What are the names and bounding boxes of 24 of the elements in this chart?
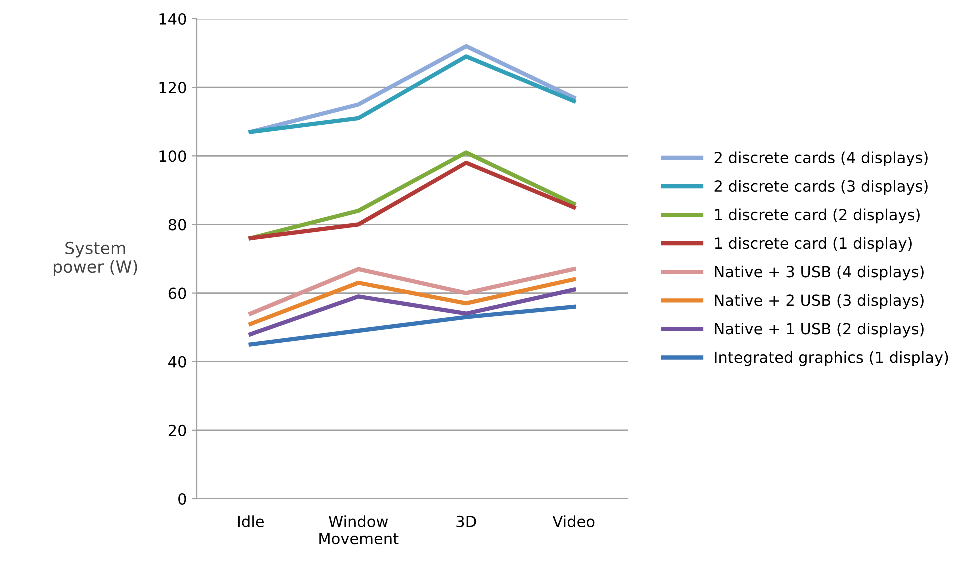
legend-label: Native + 2 USB (3 displays) <box>715 294 924 310</box>
y-tick-label: 140 <box>160 13 186 26</box>
legend-label: Integrated graphics (1 display) <box>715 351 948 366</box>
y-tick-label: 80 <box>168 219 186 231</box>
line-series <box>248 304 576 347</box>
line-series <box>248 288 576 337</box>
legend-label: Native + 3 USB (4 displays) <box>715 266 924 281</box>
y-tick-label: 20 <box>168 424 186 436</box>
y-tick-label: 40 <box>168 356 186 368</box>
x-tick-label: Video <box>552 516 595 528</box>
legend-label: 1 discrete card (1 display) <box>715 237 912 252</box>
x-tick-label: Idle <box>238 516 264 528</box>
y-axis-title: System power (W) <box>54 242 138 276</box>
line-series <box>248 277 576 326</box>
legend-label: 2 discrete cards (4 displays) <box>714 152 928 167</box>
y-tick-label: 60 <box>168 288 186 300</box>
x-tick-label: Window Movement <box>320 516 399 545</box>
legend-label: 1 discrete card (2 displays) <box>715 208 920 224</box>
y-tick-label: 0 <box>178 493 186 506</box>
y-tick-label: 120 <box>160 82 186 94</box>
legend-label: Native + 1 USB (2 displays) <box>715 322 924 338</box>
y-tick-label: 100 <box>160 150 186 162</box>
x-tick-label: 3D <box>456 516 476 528</box>
legend-label: 2 discrete cards (3 displays) <box>714 180 928 196</box>
